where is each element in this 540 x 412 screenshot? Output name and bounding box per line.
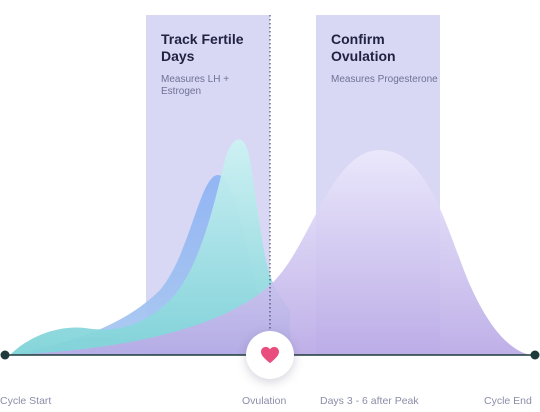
- cycle-end-dot: [530, 350, 540, 360]
- confirm-ovulation-subtitle: Measures Progesterone: [331, 74, 438, 85]
- progesterone-curve: [10, 150, 530, 355]
- cycle-start-dot: [0, 350, 10, 360]
- lh-curve: [10, 139, 290, 355]
- cycle-start-label: Cycle Start: [0, 395, 52, 407]
- after-peak-label: Days 3 - 6 after Peak: [320, 395, 419, 407]
- ovulation-label: Ovulation: [242, 395, 287, 407]
- ovulation-marker: [246, 331, 294, 379]
- confirm-ovulation-title: Confirm Ovulation: [331, 31, 396, 64]
- heart-icon: [261, 346, 279, 364]
- fertile-days-title: Track Fertile Days: [161, 31, 244, 64]
- fertile-days-subtitle: Measures LH + Estrogen: [161, 74, 230, 97]
- cycle-end-label: Cycle End: [484, 395, 532, 407]
